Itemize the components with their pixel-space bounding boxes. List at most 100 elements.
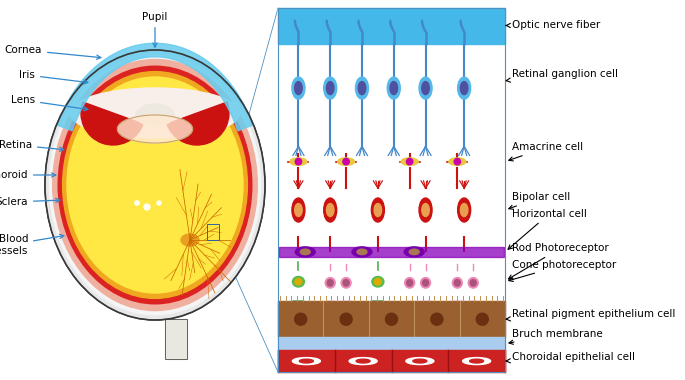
Polygon shape	[373, 301, 384, 357]
Circle shape	[343, 158, 349, 165]
Circle shape	[386, 313, 397, 325]
Ellipse shape	[327, 204, 334, 217]
Ellipse shape	[327, 82, 334, 95]
Ellipse shape	[419, 198, 432, 222]
Ellipse shape	[341, 277, 351, 288]
Ellipse shape	[324, 198, 337, 222]
Text: Optic nerve fiber: Optic nerve fiber	[506, 21, 600, 30]
Ellipse shape	[407, 280, 412, 286]
Text: Sclera: Sclera	[0, 197, 60, 207]
Ellipse shape	[325, 277, 335, 288]
Ellipse shape	[358, 82, 366, 95]
Ellipse shape	[372, 277, 384, 287]
Bar	[278, 8, 505, 372]
Ellipse shape	[470, 359, 484, 363]
Bar	[278, 301, 505, 337]
Ellipse shape	[67, 77, 243, 293]
Circle shape	[454, 158, 460, 165]
Bar	[165, 319, 187, 359]
Circle shape	[406, 158, 413, 165]
Circle shape	[135, 201, 139, 205]
Ellipse shape	[136, 104, 174, 126]
Ellipse shape	[352, 247, 372, 257]
Circle shape	[157, 201, 161, 205]
Ellipse shape	[290, 158, 307, 165]
Bar	[207, 224, 219, 240]
Ellipse shape	[357, 249, 367, 255]
Circle shape	[144, 204, 150, 210]
Ellipse shape	[349, 358, 377, 364]
Bar	[453, 301, 462, 358]
Ellipse shape	[338, 158, 355, 165]
Ellipse shape	[292, 198, 305, 222]
Ellipse shape	[181, 234, 199, 246]
Ellipse shape	[413, 359, 427, 363]
Ellipse shape	[327, 280, 333, 286]
Polygon shape	[58, 43, 253, 131]
Ellipse shape	[375, 279, 382, 285]
Bar	[278, 350, 505, 372]
Ellipse shape	[460, 82, 468, 95]
Wedge shape	[167, 102, 229, 145]
Text: Horizontal cell: Horizontal cell	[508, 209, 587, 249]
Ellipse shape	[356, 359, 370, 363]
Ellipse shape	[422, 82, 429, 95]
Ellipse shape	[49, 55, 260, 315]
Ellipse shape	[46, 51, 264, 319]
Bar	[325, 301, 335, 358]
Text: Amacrine cell: Amacrine cell	[509, 142, 583, 161]
Ellipse shape	[292, 358, 321, 364]
Ellipse shape	[390, 82, 397, 95]
Ellipse shape	[343, 280, 349, 286]
Ellipse shape	[449, 158, 466, 165]
Text: Retinal ganglion cell: Retinal ganglion cell	[506, 68, 618, 82]
Ellipse shape	[458, 198, 471, 222]
Circle shape	[295, 158, 301, 165]
Text: Choroid: Choroid	[0, 170, 55, 180]
Ellipse shape	[62, 71, 247, 298]
Text: Cornea: Cornea	[5, 45, 101, 59]
Ellipse shape	[300, 249, 310, 255]
Ellipse shape	[421, 277, 431, 288]
Circle shape	[431, 313, 443, 325]
Bar	[469, 301, 477, 358]
Ellipse shape	[406, 358, 434, 364]
Text: Rod Photoreceptor: Rod Photoreceptor	[508, 243, 609, 279]
Bar	[278, 8, 505, 44]
Ellipse shape	[470, 280, 476, 286]
Ellipse shape	[295, 279, 302, 285]
Bar	[278, 337, 505, 350]
Ellipse shape	[401, 158, 418, 165]
Text: Lens: Lens	[11, 95, 88, 111]
Ellipse shape	[423, 280, 429, 286]
Ellipse shape	[292, 77, 305, 99]
Ellipse shape	[58, 66, 252, 304]
Text: Cone photoreceptor: Cone photoreceptor	[509, 260, 616, 282]
Ellipse shape	[387, 77, 400, 99]
Text: Bruch membrane: Bruch membrane	[509, 329, 603, 344]
Bar	[342, 301, 351, 358]
Polygon shape	[293, 301, 304, 357]
Circle shape	[295, 313, 307, 325]
Text: Retinal pigment epithelium cell: Retinal pigment epithelium cell	[506, 309, 675, 321]
Ellipse shape	[452, 277, 462, 288]
Text: Choroidal epithelial cell: Choroidal epithelial cell	[506, 352, 635, 363]
Wedge shape	[81, 102, 143, 145]
Ellipse shape	[419, 77, 432, 99]
Ellipse shape	[422, 204, 429, 217]
Ellipse shape	[458, 77, 471, 99]
Ellipse shape	[295, 82, 302, 95]
Ellipse shape	[70, 88, 240, 138]
Ellipse shape	[356, 77, 369, 99]
Ellipse shape	[404, 247, 424, 257]
Ellipse shape	[374, 204, 382, 217]
Text: Retina: Retina	[0, 140, 64, 151]
Ellipse shape	[299, 359, 313, 363]
Ellipse shape	[405, 277, 414, 288]
Ellipse shape	[324, 77, 337, 99]
Circle shape	[476, 313, 488, 325]
Ellipse shape	[454, 280, 460, 286]
Ellipse shape	[53, 59, 258, 310]
Text: Bipolar cell: Bipolar cell	[509, 192, 570, 209]
Ellipse shape	[460, 204, 468, 217]
